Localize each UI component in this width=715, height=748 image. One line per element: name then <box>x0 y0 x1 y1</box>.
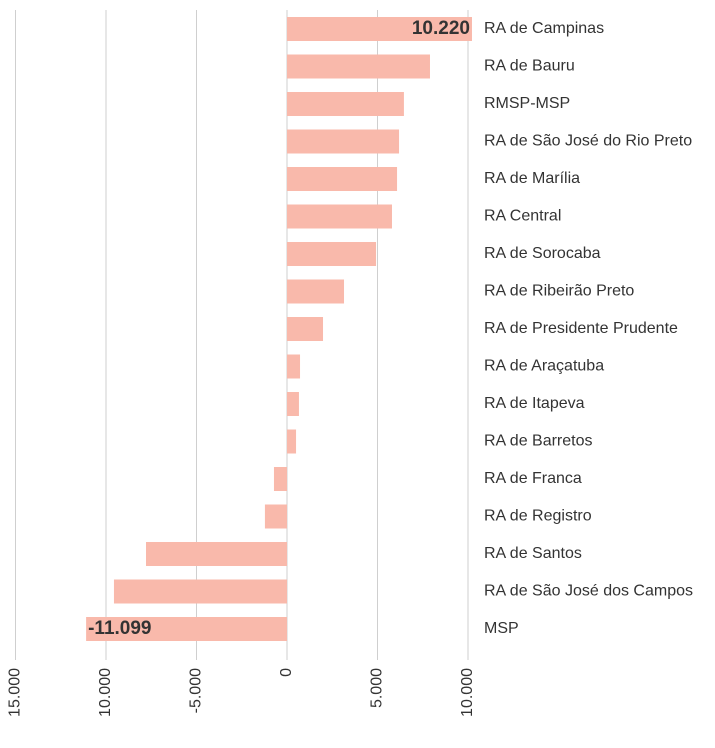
category-label: RA de Registro <box>484 508 592 525</box>
bar <box>287 279 345 304</box>
value-label: 10.220 <box>412 18 470 39</box>
category-label: RA de São José dos Campos <box>484 583 693 600</box>
bar <box>287 204 392 229</box>
bar <box>287 167 398 191</box>
x-tick-label: 10.000 <box>97 668 114 717</box>
category-label: RA de Marília <box>484 170 580 187</box>
category-label: RA de São José do Rio Preto <box>484 133 692 150</box>
bar <box>287 92 404 116</box>
category-label: RA de Ribeirão Preto <box>484 283 634 300</box>
bar <box>113 579 288 604</box>
x-tick-label: 10.000 <box>459 668 476 717</box>
bar <box>86 617 288 641</box>
category-label: MSP <box>484 620 519 637</box>
bar <box>146 542 287 566</box>
category-label: RA de Presidente Prudente <box>484 320 678 337</box>
bar <box>287 354 301 379</box>
category-label: RA de Barretos <box>484 433 593 450</box>
x-tick-label: 15.000 <box>7 668 24 717</box>
bar <box>287 392 299 416</box>
category-label: RA de Bauru <box>484 58 575 75</box>
bar <box>287 317 324 341</box>
bar <box>287 54 430 79</box>
category-label: RMSP-MSP <box>484 95 570 112</box>
value-label: -11.099 <box>88 618 151 639</box>
category-label: RA Central <box>484 208 561 225</box>
bar <box>287 17 472 41</box>
bar <box>264 504 287 529</box>
category-label: RA de Araçatuba <box>484 358 604 375</box>
x-tick-label: -5.000 <box>188 668 205 713</box>
category-label: RA de Franca <box>484 470 582 487</box>
category-label: RA de Campinas <box>484 20 604 37</box>
x-tick-label: 0 <box>278 668 295 677</box>
bar <box>287 429 297 454</box>
bar <box>273 467 287 491</box>
bar <box>287 129 400 154</box>
category-label: RA de Itapeva <box>484 395 585 412</box>
category-label: RA de Santos <box>484 545 582 562</box>
bar <box>287 242 377 266</box>
category-label: RA de Sorocaba <box>484 245 601 262</box>
x-tick-label: 5.000 <box>369 668 386 708</box>
